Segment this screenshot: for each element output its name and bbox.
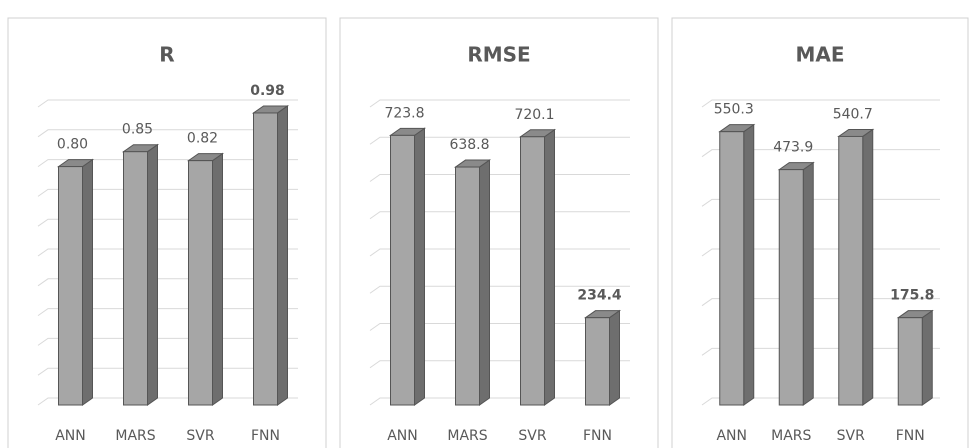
value-label: 0.82 xyxy=(187,131,218,147)
x-tick-label: MARS xyxy=(447,428,487,444)
bar-side xyxy=(609,309,620,406)
x-tick-label: MARS xyxy=(115,428,155,444)
grid-line xyxy=(701,99,940,108)
bar xyxy=(778,169,804,406)
grid-line xyxy=(37,129,298,138)
bar-side xyxy=(277,104,288,406)
bar xyxy=(897,317,923,406)
value-label: 0.85 xyxy=(122,122,153,138)
bar-side xyxy=(544,128,555,406)
bar xyxy=(253,112,278,406)
bar xyxy=(390,134,415,406)
bar-side xyxy=(743,123,755,406)
chart-title: RMSE xyxy=(467,43,530,67)
value-label: 723.8 xyxy=(384,105,424,121)
x-tick-label: MARS xyxy=(771,428,811,444)
value-label: 720.1 xyxy=(514,107,554,123)
bar xyxy=(838,135,864,406)
x-tick-label: SVR xyxy=(186,428,214,444)
x-tick-label: ANN xyxy=(716,428,747,444)
bar xyxy=(585,317,610,406)
chart-title: MAE xyxy=(795,43,844,67)
value-label: 0.80 xyxy=(57,137,88,153)
grid-line xyxy=(37,99,298,108)
bar xyxy=(719,131,745,406)
x-tick-label: FNN xyxy=(251,428,280,444)
value-label: 0.98 xyxy=(250,83,285,99)
bar xyxy=(123,151,148,406)
value-label: 473.9 xyxy=(773,140,813,156)
value-label: 175.8 xyxy=(890,288,934,304)
x-tick-label: FNN xyxy=(896,428,925,444)
bar xyxy=(455,166,480,406)
x-tick-label: ANN xyxy=(387,428,418,444)
bar-side xyxy=(921,309,933,406)
value-label: 540.7 xyxy=(833,106,873,122)
bar-side xyxy=(802,161,814,406)
bar xyxy=(58,166,83,406)
grid-line xyxy=(369,99,630,108)
x-tick-label: ANN xyxy=(55,428,86,444)
value-label: 234.4 xyxy=(577,288,622,304)
bar-side xyxy=(862,128,874,406)
x-tick-label: SVR xyxy=(837,428,865,444)
value-label: 638.8 xyxy=(449,137,489,153)
bar-side xyxy=(82,158,93,406)
x-tick-label: SVR xyxy=(518,428,546,444)
chart-title: R xyxy=(159,43,174,67)
bar xyxy=(188,160,213,406)
bar-side xyxy=(212,152,223,406)
bar-side xyxy=(147,143,158,406)
value-label: 550.3 xyxy=(714,102,754,118)
bar-side xyxy=(479,159,490,406)
bar-side xyxy=(414,127,425,406)
x-tick-label: FNN xyxy=(583,428,612,444)
bar xyxy=(520,136,545,406)
